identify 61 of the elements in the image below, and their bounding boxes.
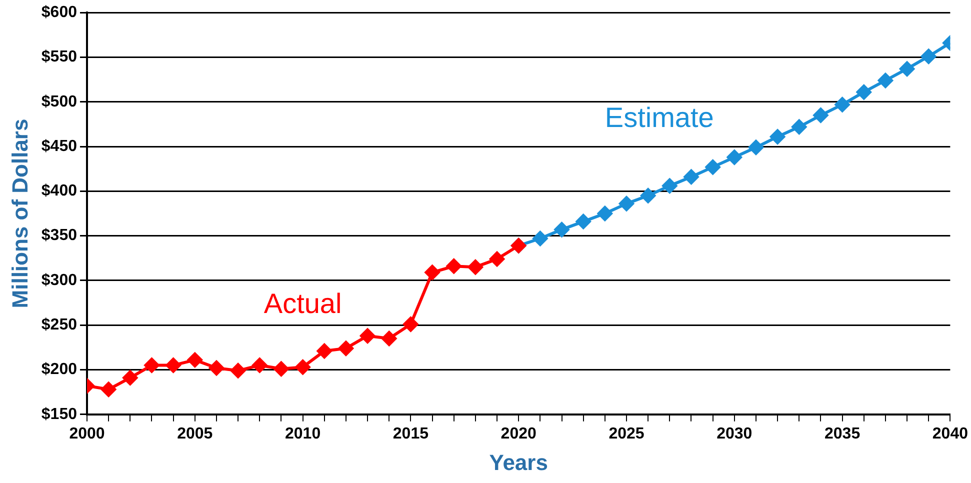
point [662,178,678,194]
point [813,108,828,123]
point [316,344,332,359]
point [792,119,807,134]
y-tick-label: $450 [41,138,78,155]
point [187,352,202,368]
point [295,360,310,375]
point [900,61,915,76]
y-tick-label: $200 [41,361,78,378]
point [230,363,246,378]
y-tick-label: $400 [41,182,78,200]
y-tick-label: $300 [41,272,78,289]
y-axis-title: Millions of Dollars [7,118,32,308]
point [252,358,268,373]
point [705,160,720,175]
point [490,252,505,267]
point [921,48,936,64]
x-axis-title: Years [489,450,548,475]
series-label: Estimate [604,102,714,133]
x-tick-label: 2035 [824,425,860,442]
x-tick-label: 2030 [716,425,752,442]
point [208,360,224,376]
point [834,97,850,112]
point [403,316,418,332]
y-tick-label: $500 [41,93,78,110]
point [726,150,742,165]
point [684,169,699,184]
series-label: Actual [264,288,342,319]
point [122,370,138,386]
x-tick-label: 2015 [392,425,429,442]
x-tick-label: 2005 [177,425,213,442]
y-tick-label: $600 [41,4,78,22]
x-tick-label: 2000 [69,425,105,442]
x-tick-label: 2020 [500,425,536,442]
point [770,129,786,144]
x-tick-label: 2010 [285,425,321,442]
point [274,361,289,376]
point [748,140,764,155]
y-tick-label: $150 [41,406,78,423]
point [144,358,160,373]
point [619,196,634,212]
point [382,331,397,346]
point [554,222,570,238]
point [338,340,354,356]
point [446,258,462,274]
point [360,328,376,344]
point [532,231,548,246]
point [468,260,483,275]
point [101,382,116,397]
point [878,72,893,88]
point [576,214,591,230]
point [856,84,872,100]
point [424,264,440,280]
x-tick-label: 2040 [932,425,968,442]
point [597,206,612,221]
x-tick-label: 2025 [608,425,644,442]
point [640,188,656,204]
y-tick-label: $350 [41,227,78,244]
y-tick-label: $250 [41,316,78,334]
point [166,358,181,373]
y-tick-label: $550 [41,48,78,66]
